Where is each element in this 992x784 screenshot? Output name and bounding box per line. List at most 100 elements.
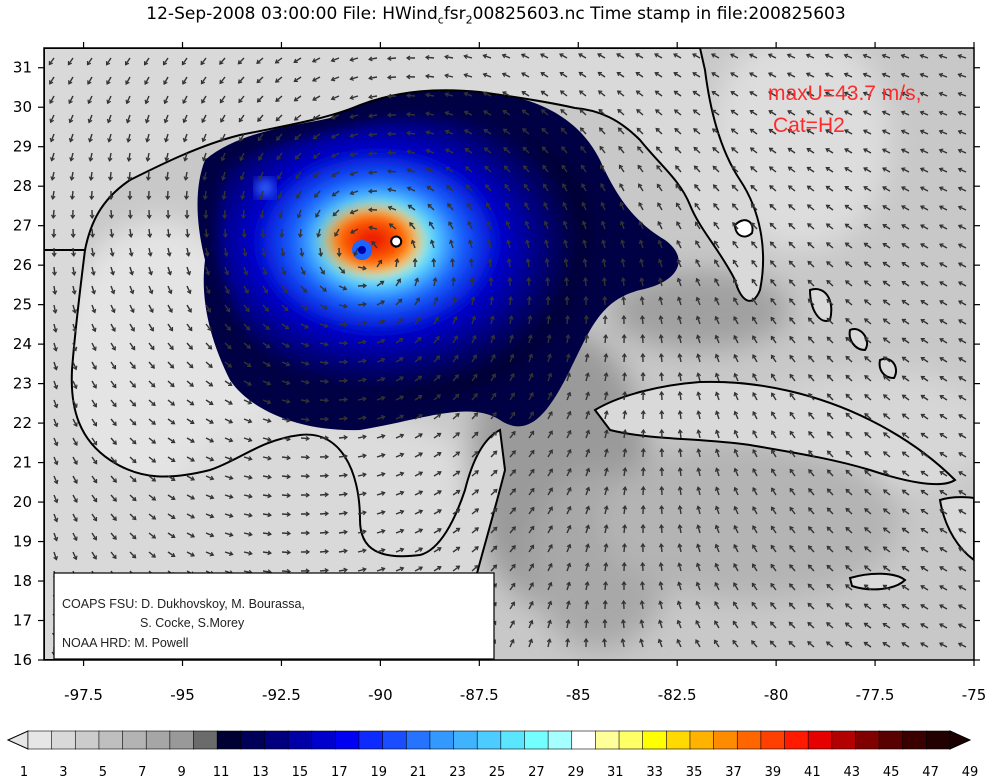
wind-arrow (408, 204, 416, 211)
wind-arrow (585, 373, 589, 382)
wind-arrow-head (694, 184, 699, 189)
wind-arrow-head (303, 306, 309, 311)
wind-arrow (713, 639, 720, 648)
lat-tick-label: 22 (13, 414, 32, 432)
colorbar-swatch (240, 730, 266, 750)
wind-arrow-head (50, 157, 55, 162)
wind-arrow (49, 95, 55, 104)
wind-arrow-head (305, 417, 311, 423)
wind-arrow (205, 475, 214, 480)
wind-arrow (623, 505, 626, 515)
wind-arrow-head (863, 148, 868, 153)
wind-arrow (376, 259, 383, 268)
wind-arrow (414, 317, 421, 325)
wind-arrow (376, 548, 385, 553)
wind-arrow (712, 147, 720, 154)
wind-arrow-head (958, 338, 963, 343)
wind-arrow (622, 296, 625, 306)
wind-arrow (91, 494, 98, 502)
wind-arrow-head (939, 414, 944, 419)
wind-arrow-head (677, 429, 683, 434)
wind-arrow (958, 92, 967, 97)
wind-arrow-head (920, 243, 925, 248)
wind-arrow (527, 258, 530, 268)
wind-arrow (958, 414, 967, 420)
wind-arrow-head (920, 432, 926, 438)
wind-arrow-head (324, 341, 329, 347)
wind-arrow (294, 114, 302, 121)
wind-arrow (547, 411, 553, 420)
wind-arrow-head (53, 498, 59, 504)
wind-arrow (426, 167, 435, 173)
wind-arrow-head (220, 137, 225, 143)
wind-arrow-head (548, 487, 553, 492)
wind-arrow-head (190, 552, 195, 557)
wind-arrow (353, 247, 359, 256)
colorbar-label: 31 (607, 765, 624, 780)
wind-arrow (863, 641, 872, 648)
wind-arrow-head (567, 505, 572, 511)
wind-arrow-head (463, 110, 469, 116)
wind-arrow-head (266, 380, 272, 386)
wind-arrow (452, 277, 455, 287)
colorbar-swatch (642, 730, 668, 750)
wind-arrow-head (578, 90, 584, 95)
wind-arrow (604, 449, 608, 458)
colorbar-swatch (689, 730, 715, 750)
wind-arrow-head (200, 60, 205, 66)
wind-arrow-head (286, 474, 292, 480)
wind-arrow-head (659, 371, 665, 377)
wind-arrow-head (522, 146, 527, 152)
wind-arrow-head (432, 277, 438, 282)
wind-arrow-head (447, 203, 452, 208)
wind-arrow (789, 374, 796, 382)
wind-arrow (939, 566, 948, 572)
wind-arrow-head (826, 469, 832, 474)
wind-arrow (715, 392, 720, 401)
wind-arrow-head (843, 91, 849, 96)
wind-arrow-head (296, 194, 301, 199)
wind-arrow-head (824, 91, 830, 96)
wind-arrow (920, 148, 929, 154)
wind-arrow-head (714, 296, 719, 302)
wind-arrow-head (939, 471, 944, 476)
wind-arrow (528, 620, 533, 629)
wind-arrow-head (733, 410, 739, 416)
wind-arrow (733, 544, 739, 553)
wind-arrow-head (380, 319, 386, 325)
wind-arrow (433, 432, 441, 439)
wind-arrow (789, 355, 796, 363)
wind-arrow-head (882, 242, 887, 248)
wind-arrow-head (788, 260, 794, 265)
wind-arrow (224, 456, 233, 461)
wind-arrow (368, 95, 378, 99)
coastline-us-gulf (44, 48, 765, 302)
wind-arrow-head (88, 176, 94, 181)
wind-arrow-head (919, 148, 925, 154)
wind-arrow-head (256, 78, 261, 84)
wind-arrow-head (324, 473, 330, 479)
wind-arrow (864, 432, 872, 439)
colorbar-label: 49 (962, 765, 979, 780)
wind-arrow (433, 278, 437, 287)
island-jamaica (848, 572, 907, 591)
wind-arrow-head (368, 75, 373, 81)
wind-arrow (787, 91, 796, 97)
wind-arrow-head (164, 138, 169, 143)
wind-arrow-head (732, 240, 737, 246)
wind-arrow (676, 221, 682, 230)
wind-arrow (447, 203, 454, 211)
wind-arrow-head (493, 469, 498, 475)
wind-arrow-head (245, 307, 250, 313)
wind-arrow (697, 373, 701, 382)
wind-arrow (389, 223, 397, 230)
wind-arrow-head (109, 252, 115, 257)
wind-arrow (319, 285, 327, 292)
wind-arrow (920, 54, 929, 59)
wind-arrow (582, 221, 587, 230)
wind-arrow (547, 315, 550, 325)
wind-arrow-head (125, 99, 131, 105)
wind-arrow-head (640, 409, 646, 415)
wind-arrow-head (692, 90, 697, 96)
wind-arrow (807, 622, 815, 629)
